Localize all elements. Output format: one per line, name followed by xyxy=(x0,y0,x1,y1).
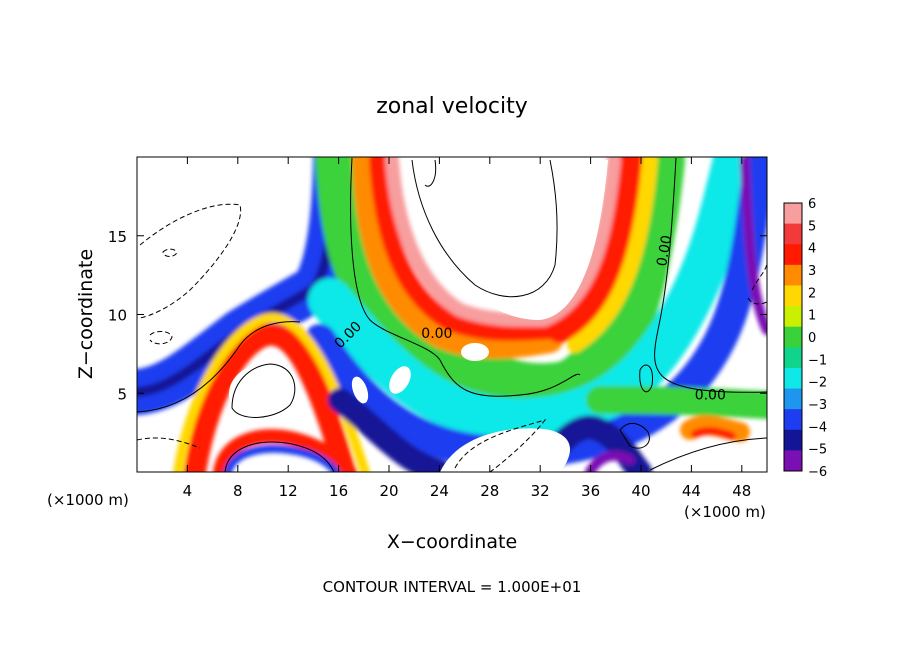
y-axis: 5 10 15 xyxy=(108,228,767,403)
colorbar-swatch xyxy=(784,367,802,390)
contour-lines xyxy=(137,157,767,472)
contour-label: 0.00 xyxy=(421,326,452,342)
x-tick-label: 12 xyxy=(279,482,298,500)
colorbar-label: 6 xyxy=(808,197,816,212)
contour-small-arch xyxy=(224,441,335,472)
chart-title: zonal velocity xyxy=(376,94,528,119)
contour-label-layer: 0.00 0.000.000.00 xyxy=(332,234,726,403)
contour-dashed-left xyxy=(139,203,242,319)
x-tick-label: 16 xyxy=(329,482,348,500)
field-purple-core xyxy=(585,450,635,472)
colorbar-label: 3 xyxy=(808,264,816,279)
colorbar-label: 1 xyxy=(808,309,816,324)
field-yellow-right xyxy=(567,157,658,353)
contour-dashed-left-small xyxy=(149,331,173,345)
field-arch-small xyxy=(213,429,357,472)
contour-lines-dashed xyxy=(137,203,767,472)
colorbar-label: 4 xyxy=(808,242,816,257)
colorbar-label: −5 xyxy=(808,443,827,458)
x-tick-label: 36 xyxy=(581,482,600,500)
colorbar-label: −6 xyxy=(808,465,827,480)
contour-label: 0.00 xyxy=(695,388,726,404)
colorbar-swatch xyxy=(784,223,802,245)
x-tick-label: 28 xyxy=(480,482,499,500)
contour-dashed-mid xyxy=(162,248,177,257)
field-warm-left xyxy=(352,157,563,359)
colorbar-label: −1 xyxy=(808,353,827,368)
colorbar-swatch xyxy=(784,285,802,307)
colorbar-swatch xyxy=(784,264,802,286)
field-lower-right-green xyxy=(586,386,767,419)
field-arch-large xyxy=(184,323,356,472)
field-right-edge xyxy=(740,157,767,335)
plot-area: 0.00 0.000.000.00 xyxy=(136,156,768,473)
x-unit-left: (×1000 m) xyxy=(47,491,129,509)
x-unit-right: (×1000 m) xyxy=(684,503,766,521)
contour-dashed-bottom-center xyxy=(454,419,547,472)
colorbar-swatch xyxy=(784,347,802,369)
y-axis-label: Z−coordinate xyxy=(75,249,97,379)
colorbar-label: −4 xyxy=(808,420,827,435)
colorbar-label: 0 xyxy=(808,331,816,346)
x-tick-label: 44 xyxy=(682,482,701,500)
colorbar-swatch xyxy=(784,388,802,410)
x-tick-label: 8 xyxy=(233,482,243,500)
contour-lower-right-blob xyxy=(619,423,650,449)
field-lower-right-warm xyxy=(680,415,750,442)
contour-lower-right-line xyxy=(649,437,767,471)
colorbar-swatch xyxy=(784,306,802,328)
colorbar-label: 2 xyxy=(808,286,816,301)
x-tick-label: 40 xyxy=(631,482,650,500)
contour-zero-right xyxy=(654,157,767,393)
y-tick-label: 15 xyxy=(108,228,127,246)
field-arch-small-core xyxy=(224,444,340,472)
x-axis: 4 8 12 16 20 24 28 32 36 40 44 48 xyxy=(183,157,751,500)
contour-top-corner xyxy=(424,159,437,187)
colorbar-label: 5 xyxy=(808,219,816,234)
contour-lower-right-small xyxy=(639,364,654,393)
field-holes xyxy=(229,160,608,472)
contour-interval-footer: CONTOUR INTERVAL = 1.000E+01 xyxy=(323,578,582,596)
x-tick-label: 24 xyxy=(430,482,449,500)
contour-label: 0.00 xyxy=(654,234,675,267)
y-tick-label: 5 xyxy=(117,385,127,403)
colorbar-swatch xyxy=(784,203,802,225)
colorbar-swatch xyxy=(784,326,802,348)
colorbar-swatch xyxy=(784,450,802,472)
colorbar-swatch xyxy=(784,429,802,451)
field-red-right xyxy=(547,157,645,343)
x-tick-label: 48 xyxy=(732,482,751,500)
x-tick-label: 32 xyxy=(531,482,550,500)
x-tick-label: 20 xyxy=(379,482,398,500)
field-green-center xyxy=(315,157,685,424)
x-tick-label: 4 xyxy=(183,482,193,500)
contour-dashed-right xyxy=(747,261,767,305)
field-lower-right-red xyxy=(691,426,736,440)
colorbar-frame xyxy=(783,202,803,472)
x-axis-label: X−coordinate xyxy=(387,531,517,553)
colorbar: 6 5 4 3 2 1 0 −1 −2 −3 −4 −5 −6 xyxy=(783,197,827,480)
colorbar-swatch xyxy=(784,409,802,431)
contour-top-wedge xyxy=(411,159,558,298)
field-red-left xyxy=(369,157,569,341)
contour-inner-hole xyxy=(231,363,296,418)
colorbar-label: −2 xyxy=(808,376,827,391)
contour-zero-left xyxy=(350,157,581,397)
contour-dashed-bottom-left xyxy=(137,437,201,449)
contour-zero-upper xyxy=(137,321,301,413)
colorbar-swatch xyxy=(784,244,802,266)
y-tick-label: 10 xyxy=(108,307,127,325)
colorbar-label: −3 xyxy=(808,398,827,413)
